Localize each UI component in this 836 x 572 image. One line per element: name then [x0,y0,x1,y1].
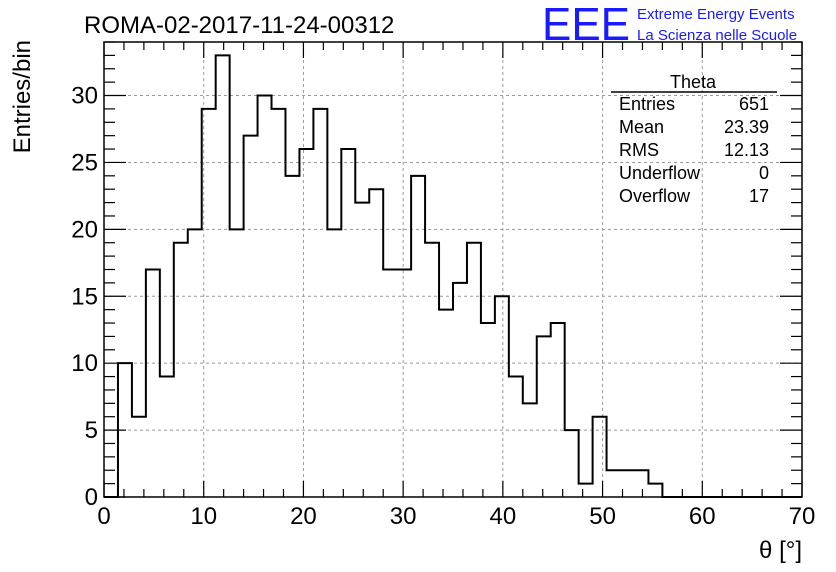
x-tick-label: 30 [390,503,417,530]
x-tick-label: 50 [589,503,616,530]
stats-label: RMS [619,140,659,160]
x-tick-label: 20 [290,503,317,530]
stats-label: Mean [619,117,664,137]
y-tick-label: 30 [71,83,98,110]
stats-label: Entries [619,94,675,114]
y-tick-label: 5 [85,417,98,444]
stats-label: Overflow [619,186,691,206]
stats-value: 12.13 [724,140,769,160]
stats-title: Theta [670,72,717,92]
x-axis-title: θ [°] [759,537,802,564]
x-tick-labels: 0 10 20 30 40 50 60 70 [97,503,815,530]
y-tick-label: 20 [71,216,98,243]
chart-title: ROMA-02-2017-11-24-00312 [84,12,394,39]
histogram-line [104,54,802,498]
stats-value: 23.39 [724,117,769,137]
y-tick-label: 15 [71,283,98,310]
x-tick-label: 70 [789,503,816,530]
logo-line-2: La Scienza nelle Scuole [637,27,797,44]
stats-value: 0 [759,163,769,183]
logo-line-1: Extreme Energy Events [637,6,795,23]
y-tick-label: 10 [71,350,98,377]
x-tick-label: 0 [97,503,110,530]
x-tick-label: 60 [689,503,716,530]
plot-frame [103,41,803,498]
stats-value: 651 [739,94,769,114]
y-tick-label: 0 [85,484,98,511]
y-tick-labels: 0 5 10 15 20 25 30 [71,83,98,511]
y-axis-title: Entries/bin [9,40,36,153]
stats-label: Underflow [619,163,701,183]
x-tick-label: 40 [490,503,517,530]
x-tick-label: 10 [190,503,217,530]
axis-ticks [103,41,803,498]
stats-box: Theta Entries 651 Mean 23.39 RMS 12.13 Underfl… [611,72,777,206]
eee-logo: EEE Extreme Energy Events La Scienza nel… [542,0,797,50]
grid-lines [104,42,802,497]
stats-value: 17 [749,186,769,206]
y-tick-label: 25 [71,149,98,176]
